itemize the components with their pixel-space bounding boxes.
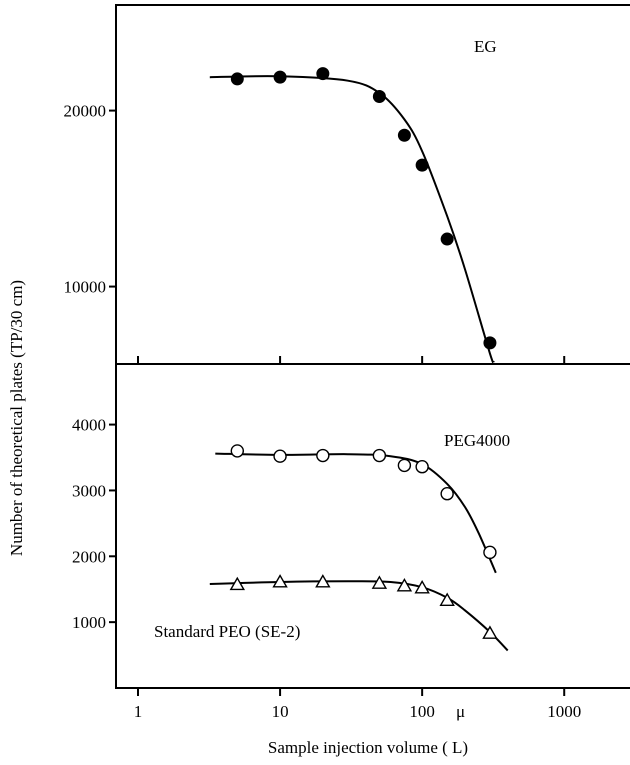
bottom-ytick-label-1000: 1000 xyxy=(72,613,106,632)
eg-point-7 xyxy=(440,232,454,246)
bottom-ytick-label-4000: 4000 xyxy=(72,416,106,435)
mu-symbol: μ xyxy=(456,702,465,721)
eg-point-5 xyxy=(397,128,411,142)
peg4000-point-1 xyxy=(230,444,245,458)
eg-point-4 xyxy=(372,90,386,104)
bottom-ytick-label-3000: 3000 xyxy=(72,481,106,500)
eg-point-6 xyxy=(415,158,429,172)
annotation-peg4000: PEG4000 xyxy=(444,431,510,450)
annotation-standard-peo: Standard PEO (SE-2) xyxy=(154,622,300,641)
top-ytick-label-20000: 20000 xyxy=(64,102,107,121)
axis-ticks xyxy=(109,109,566,696)
bottom-ytick-label-2000: 2000 xyxy=(72,547,106,566)
standard-peo-point-4 xyxy=(371,575,388,589)
peg4000-fit-curve xyxy=(215,452,497,574)
eg-point-1 xyxy=(230,72,244,86)
xtick-label-1: 1 xyxy=(134,702,143,721)
peg4000-point-2 xyxy=(273,449,287,463)
peg4000-point-5 xyxy=(397,458,412,473)
data-points xyxy=(229,67,498,639)
eg-point-3 xyxy=(316,67,330,81)
xtick-label-10: 10 xyxy=(272,702,289,721)
eg-point-8 xyxy=(483,336,497,350)
xtick-label-1000: 1000 xyxy=(547,702,581,721)
top-ytick-label-10000: 10000 xyxy=(64,278,107,297)
standard-peo-point-1 xyxy=(229,576,246,591)
standard-peo-point-3 xyxy=(315,574,331,588)
standard-peo-point-8 xyxy=(482,625,498,639)
peg4000-point-6 xyxy=(415,460,429,474)
peg4000-point-3 xyxy=(316,448,330,463)
standard-peo-point-7 xyxy=(439,592,455,606)
peg4000-point-4 xyxy=(372,448,387,463)
y-axis-title: Number of theoretical plates (TP/30 cm) xyxy=(7,280,26,556)
standard-peo-point-5 xyxy=(396,578,413,592)
tick-labels: 10000 20000 1000 2000 3000 4000 1 10 100 1000 xyxy=(64,102,582,721)
annotation-eg: EG xyxy=(474,37,497,56)
bottom-panel-frame xyxy=(115,363,630,689)
standard-peo-point-2 xyxy=(272,574,288,588)
standard-peo-point-6 xyxy=(414,579,430,594)
peg4000-point-7 xyxy=(440,487,454,501)
x-axis-title: Sample injection volume ( L) xyxy=(268,738,468,757)
eg-point-2 xyxy=(273,70,287,84)
peg4000-point-8 xyxy=(483,545,497,560)
eg-fit-curve xyxy=(209,75,495,365)
top-panel-frame xyxy=(115,4,630,365)
xtick-label-100: 100 xyxy=(409,702,435,721)
